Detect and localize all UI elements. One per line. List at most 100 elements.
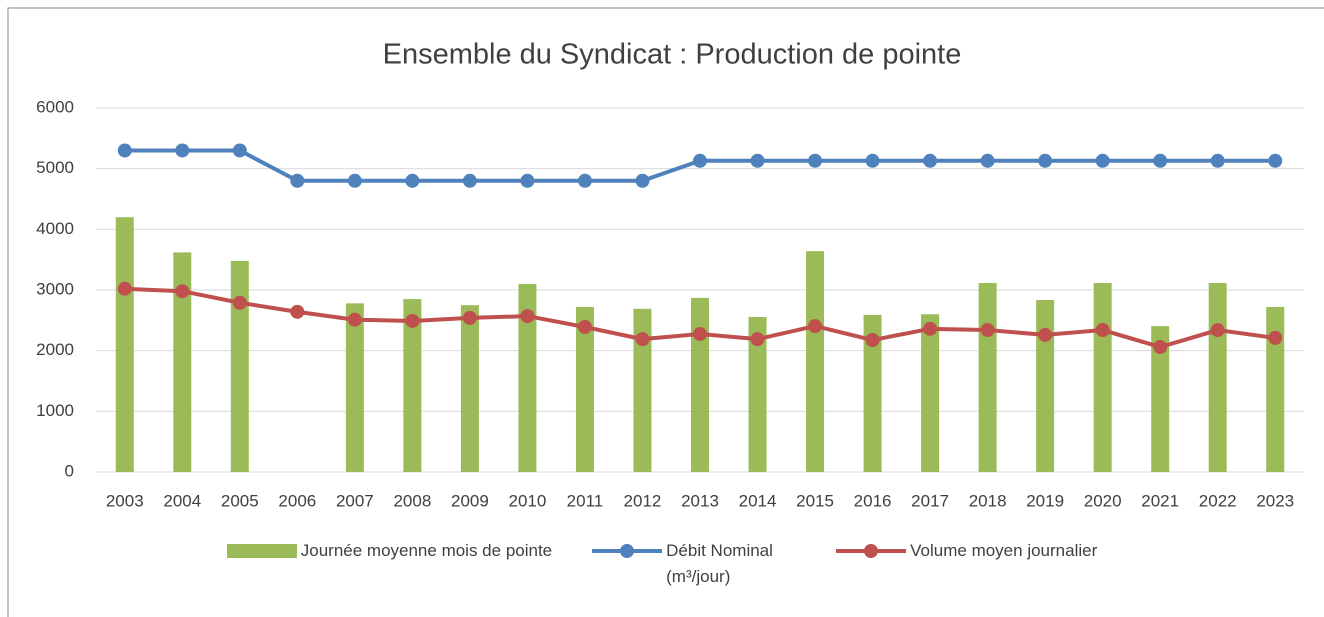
- x-tick-label: 2007: [336, 491, 374, 510]
- marker: [347, 173, 362, 188]
- legend-label: Journée moyenne mois de pointe: [300, 541, 553, 560]
- chart-title: Ensemble du Syndicat : Production de poi…: [383, 39, 962, 71]
- y-tick-label: 6000: [36, 97, 74, 116]
- marker: [750, 332, 765, 347]
- x-tick-label: 2017: [911, 491, 949, 510]
- x-tick-label: 2010: [509, 491, 547, 510]
- legend-swatch: [592, 544, 663, 558]
- marker: [117, 143, 132, 158]
- y-tick-label: 3000: [36, 279, 74, 298]
- marker: [750, 153, 765, 168]
- bar: [748, 316, 767, 472]
- marker: [232, 143, 247, 158]
- swatch: [620, 544, 635, 558]
- bar: [921, 314, 940, 472]
- y-tick-label: 4000: [36, 219, 74, 238]
- marker: [923, 153, 938, 168]
- x-tick-label: 2023: [1256, 491, 1294, 510]
- frame: [7, 7, 1324, 617]
- bar: [345, 303, 364, 472]
- x-tick-label: 2018: [969, 491, 1007, 510]
- y-tick-label: 2000: [36, 340, 74, 359]
- marker: [1210, 153, 1225, 168]
- bar: [1266, 306, 1285, 472]
- marker: [175, 284, 190, 299]
- marker: [808, 153, 823, 168]
- x-tick-label: 2012: [624, 491, 662, 510]
- x-tick-label: 2003: [106, 491, 144, 510]
- y-tick-label: 0: [65, 461, 74, 480]
- bar: [863, 314, 882, 472]
- marker: [980, 153, 995, 168]
- x-tick-label: 2006: [278, 491, 316, 510]
- marker: [635, 173, 650, 188]
- bar: [460, 305, 479, 472]
- legend-swatch: [226, 544, 297, 558]
- legend: Journée moyenne mois de pointe Débit Nomi…: [0, 538, 1324, 590]
- x-tick-label: 2011: [567, 491, 604, 510]
- marker: [175, 143, 190, 158]
- marker: [405, 313, 420, 328]
- marker: [1095, 153, 1110, 168]
- bar: [806, 251, 825, 472]
- marker: [1038, 153, 1053, 168]
- marker: [347, 312, 362, 327]
- bar: [403, 299, 422, 472]
- x-tick-label: 2021: [1141, 491, 1179, 510]
- marker: [462, 173, 477, 188]
- bar: [1093, 283, 1112, 472]
- marker: [1268, 330, 1283, 345]
- y-tick-label: 1000: [36, 401, 74, 420]
- marker: [232, 295, 247, 310]
- legend-item: Volume moyen journalier: [836, 538, 1097, 590]
- marker: [865, 153, 880, 168]
- marker: [520, 309, 535, 324]
- x-tick-label: 2019: [1026, 491, 1064, 510]
- legend-label: Volume moyen journalier: [910, 541, 1098, 560]
- bar: [691, 297, 709, 472]
- x-tick-label: 2009: [451, 491, 489, 510]
- bar: [173, 252, 192, 472]
- marker: [1153, 153, 1168, 168]
- marker: [923, 321, 938, 336]
- x-tick-label: 2014: [739, 491, 777, 510]
- marker: [1210, 323, 1225, 338]
- legend-swatch: [836, 544, 907, 558]
- marker: [980, 323, 995, 338]
- legend-label: Débit Nominal (m³/jour): [666, 541, 773, 586]
- marker: [577, 173, 592, 188]
- marker: [693, 326, 707, 341]
- marker: [635, 332, 650, 347]
- swatch: [226, 544, 297, 558]
- marker: [405, 173, 420, 188]
- bar: [575, 306, 594, 472]
- bar: [1036, 300, 1055, 472]
- bar: [518, 283, 537, 472]
- legend-item: Journée moyenne mois de pointe: [226, 538, 553, 590]
- marker: [290, 173, 305, 188]
- marker: [1153, 340, 1168, 355]
- marker: [1038, 327, 1053, 342]
- marker: [1268, 153, 1283, 168]
- marker: [808, 319, 823, 334]
- x-tick-label: 2008: [393, 491, 431, 510]
- marker: [117, 281, 132, 296]
- y-tick-label: 5000: [36, 158, 74, 177]
- marker: [462, 310, 477, 325]
- bar: [230, 260, 249, 472]
- bar: [978, 283, 997, 472]
- marker: [520, 173, 535, 188]
- swatch: [864, 544, 879, 558]
- x-tick-label: 2020: [1084, 491, 1122, 510]
- bar: [633, 308, 652, 472]
- marker: [577, 320, 592, 335]
- marker: [1095, 323, 1110, 338]
- x-tick-label: 2013: [681, 491, 719, 510]
- legend-item: Débit Nominal (m³/jour): [592, 538, 796, 590]
- marker: [290, 304, 305, 319]
- bar: [1151, 326, 1170, 472]
- x-tick-label: 2015: [796, 491, 834, 510]
- bar: [115, 217, 134, 472]
